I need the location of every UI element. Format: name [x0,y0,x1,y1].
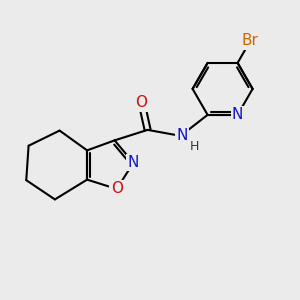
Text: N: N [128,155,139,170]
Text: N: N [176,128,188,143]
Text: H: H [189,140,199,153]
Text: O: O [111,182,123,196]
Text: N: N [232,107,243,122]
Text: O: O [136,95,148,110]
Text: Br: Br [242,33,259,48]
